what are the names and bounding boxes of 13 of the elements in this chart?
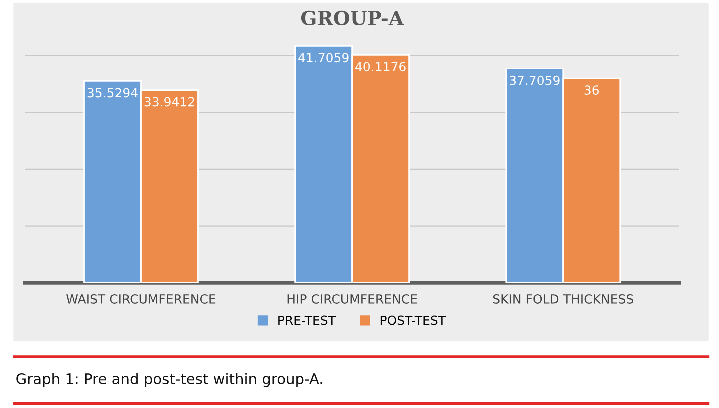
data-label: 40.1176 [356, 62, 406, 72]
legend-label: PRE-TEST [278, 316, 336, 326]
x-tick-label: WAIST CIRCUMFERENCE [66, 294, 216, 304]
legend-label: POST-TEST [380, 316, 446, 326]
caption: Graph 1: Pre and post-test within group-A. [16, 373, 322, 388]
data-label: 35.5294 [88, 88, 138, 98]
data-label: 36 [584, 86, 600, 96]
data-label: 37.7059 [510, 76, 560, 86]
data-label: 41.7059 [298, 53, 349, 63]
data-label: 33.9412 [144, 97, 194, 107]
x-tick-label: SKIN FOLD THICKNESS [493, 294, 634, 304]
chart-title: GROUP-A [301, 10, 404, 26]
x-tick-label: HIP CIRCUMFERENCE [288, 294, 418, 304]
